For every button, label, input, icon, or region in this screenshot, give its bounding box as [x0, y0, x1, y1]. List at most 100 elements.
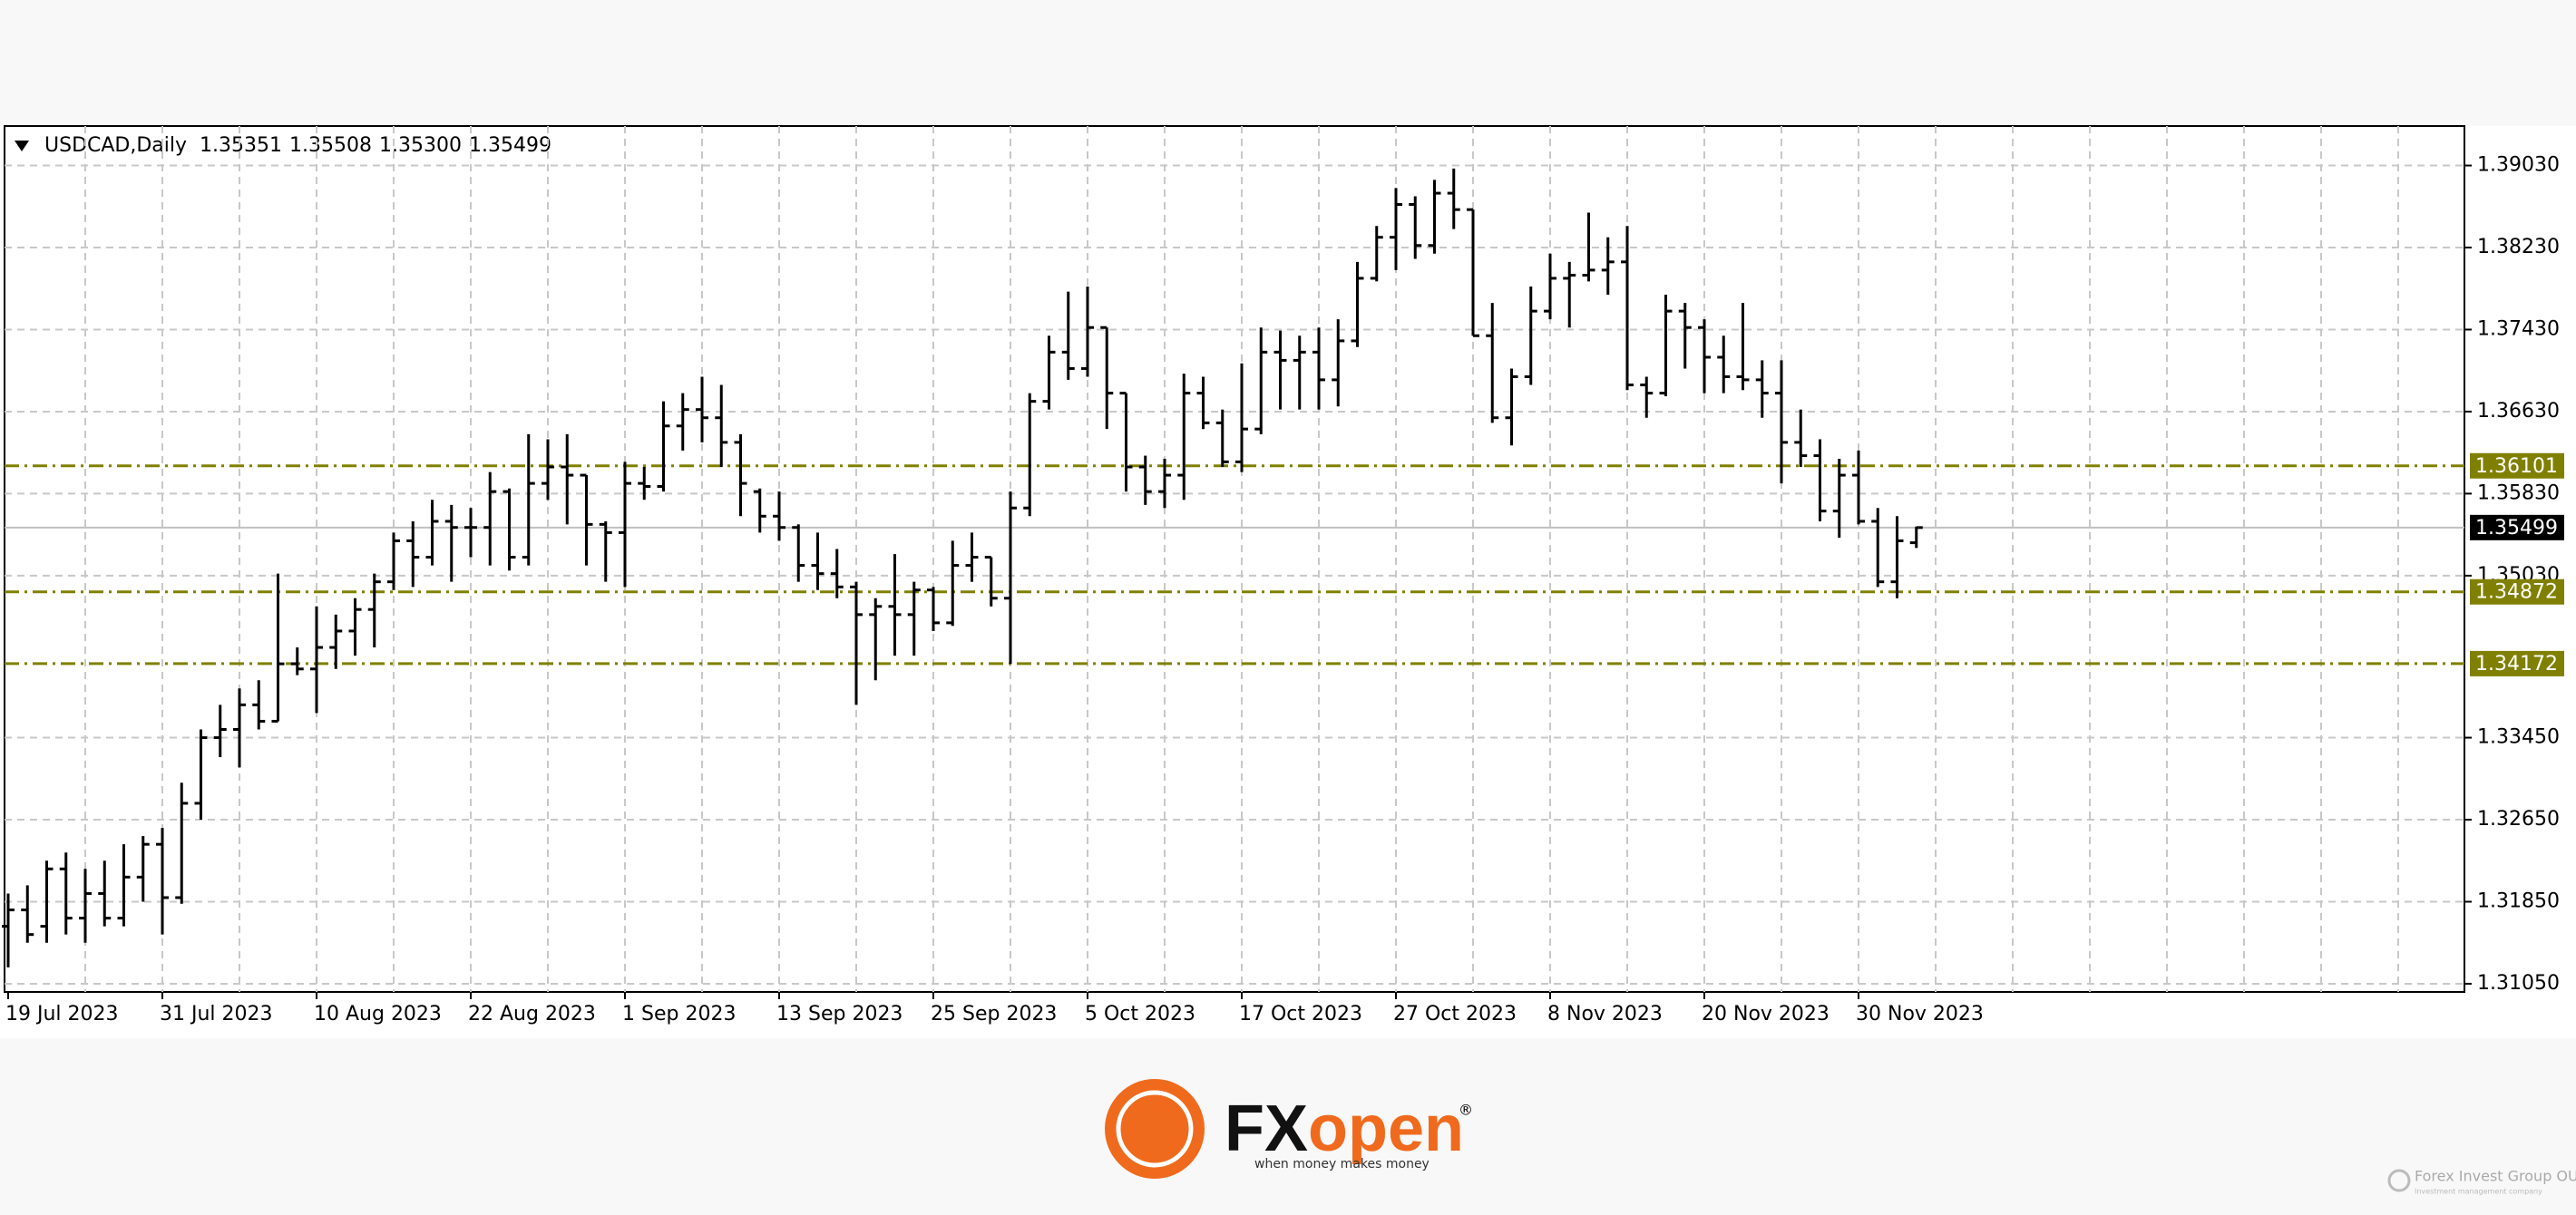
ohlc-bar	[657, 401, 670, 492]
ohlc-bar	[483, 471, 497, 566]
ohlc-bar	[1061, 291, 1075, 380]
ohlc-bar	[252, 680, 266, 730]
ohlc-bar	[2, 893, 15, 967]
ohlc-bar	[329, 614, 343, 669]
current-price-label: 1.35499	[2475, 517, 2558, 539]
ohlc-bar	[1890, 516, 1904, 598]
ohlc-bar	[1544, 253, 1556, 320]
plot-frame	[4, 125, 2465, 993]
ohlc-bar	[1467, 208, 1479, 337]
y-tick-label: 1.31050	[2477, 972, 2560, 995]
chart-panel	[0, 126, 2576, 1038]
ohlc-bar	[1871, 508, 1885, 588]
ohlc-bar	[1794, 409, 1808, 468]
ohlc-bar	[1601, 237, 1615, 296]
ohlc-bar	[869, 598, 883, 681]
current-price-label-bg	[2470, 514, 2564, 540]
x-tick-label: 22 Aug 2023	[468, 1003, 596, 1025]
ohlc-bar	[1138, 455, 1152, 505]
ohlc-bar	[348, 598, 362, 656]
ohlc-bar	[1621, 226, 1634, 391]
ohlc-bar	[619, 462, 631, 588]
ohlc-bar	[136, 836, 150, 902]
header-open: 1.35351	[200, 134, 282, 157]
level-label: 1.36101	[2475, 455, 2558, 478]
menu-triangle[interactable]	[15, 141, 29, 151]
ohlc-bar	[98, 860, 112, 927]
ohlc-bar	[406, 520, 420, 588]
ohlc-bar	[1273, 330, 1287, 410]
ohlc-bar	[1832, 458, 1846, 539]
ohlc-bar	[1640, 376, 1654, 418]
ohlc-bar	[1100, 326, 1114, 430]
ohlc-bar	[984, 556, 998, 607]
ohlc-bar	[1332, 319, 1345, 407]
x-tick-label: 1 Sep 2023	[622, 1003, 736, 1025]
ohlc-bar	[1081, 286, 1094, 377]
ohlc-bar	[965, 532, 979, 582]
x-tick-label: 17 Oct 2023	[1239, 1003, 1362, 1025]
ohlc-bar	[1813, 439, 1827, 521]
ohlc-bar	[676, 393, 689, 451]
ohlc-bar	[1524, 286, 1537, 385]
x-tick-label: 5 Oct 2023	[1085, 1003, 1195, 1025]
header-close: 1.35499	[469, 134, 551, 157]
ohlc-bar	[1428, 180, 1441, 254]
level-label-bg	[2470, 578, 2564, 605]
ohlc-bar	[1390, 188, 1402, 270]
ohlc-bar	[1736, 303, 1750, 391]
ohlc-bar	[1659, 295, 1673, 396]
ohlc-bar	[696, 376, 708, 442]
header-high: 1.35508	[289, 134, 372, 157]
y-tick-label: 1.38230	[2477, 236, 2560, 258]
ohlc-bar	[233, 688, 246, 768]
ohlc-bar	[1023, 393, 1037, 517]
ohlc-bar	[580, 473, 593, 566]
ohlc-bar	[1158, 458, 1171, 509]
y-tick-label: 1.35830	[2477, 481, 2560, 504]
company-sub: Investment management company	[2415, 1188, 2542, 1196]
ohlc-bar	[40, 860, 54, 943]
header-low: 1.35300	[379, 134, 462, 157]
ohlc-bar	[1196, 376, 1210, 430]
ohlc-bar	[1177, 374, 1191, 501]
ohlc-bar	[599, 520, 612, 582]
x-tick-label: 30 Nov 2023	[1856, 1003, 1984, 1025]
ohlc-bar	[1563, 261, 1576, 328]
x-tick-label: 13 Sep 2023	[776, 1003, 903, 1025]
registered: ®	[1459, 1102, 1473, 1119]
ohlc-bar	[811, 532, 825, 590]
x-tick-label: 31 Jul 2023	[160, 1003, 273, 1025]
ohlc-bar	[1235, 363, 1248, 472]
ohlc-bar	[907, 581, 921, 656]
ohlc-bar	[1486, 303, 1499, 423]
ohlc-bar	[387, 532, 400, 590]
ohlc-bar	[1351, 261, 1364, 347]
ohlc-bar	[464, 508, 477, 558]
ohlc-bar	[1042, 335, 1056, 410]
ohlc-bar	[1717, 335, 1731, 394]
ohlc-bar	[888, 554, 902, 656]
x-tick-label: 10 Aug 2023	[314, 1003, 442, 1025]
ohlc-bar	[271, 573, 285, 723]
y-tick-label: 1.36630	[2477, 400, 2560, 423]
x-tick-label: 19 Jul 2023	[5, 1003, 119, 1025]
chart-header: USDCAD,Daily 1.35351 1.35508 1.35300 1.35499	[44, 134, 551, 157]
level-label-bg	[2470, 452, 2564, 479]
level-label-bg	[2470, 650, 2564, 676]
tagline: when money makes money	[1254, 1157, 1429, 1171]
ohlc-bar	[290, 647, 304, 676]
y-tick-label: 1.33450	[2477, 726, 2560, 749]
ohlc-bar	[59, 852, 73, 935]
ohlc-bar	[1004, 491, 1017, 665]
ohlc-bar	[1678, 303, 1692, 369]
y-tick-label: 1.31850	[2477, 889, 2560, 912]
ohlc-bar	[638, 467, 651, 501]
logo: FXopen ® when money makes money	[1105, 1079, 1473, 1179]
ohlc-bar	[21, 885, 34, 943]
ohlc-bar	[1582, 212, 1595, 282]
ohlc-bar	[1370, 226, 1383, 282]
ohlc-bar	[175, 782, 189, 904]
ohlc-bar	[850, 581, 863, 705]
